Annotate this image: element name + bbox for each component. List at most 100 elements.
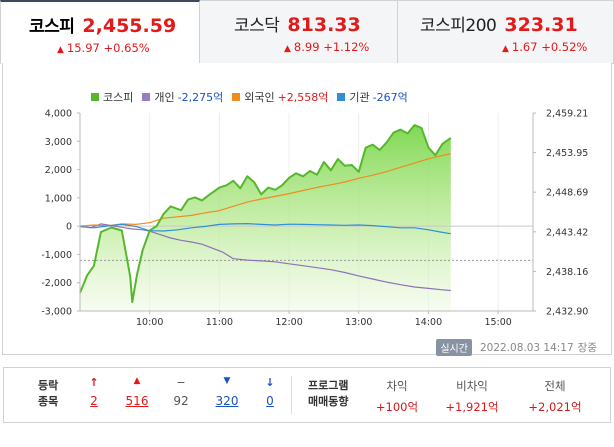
left-tick-label: 4,000 [45,109,72,120]
program-non-arbitrage-head: 비차익 [456,379,488,393]
program-label-line2: 매매동향 [308,395,349,408]
left-tick-label: -2,000 [41,278,72,289]
tab-kospi200-change-pct: +0.52% [541,40,588,54]
breadth-rise-count[interactable]: 516 [125,394,149,408]
realtime-button[interactable]: 실시간 [436,339,472,356]
right-tick-label: 2,453.95 [546,148,588,159]
chart-status: 실시간 2022.08.03 14:17 장중 [436,339,597,356]
institution-line [79,223,451,235]
tab-kospi200-change-amount: 1.67 [511,40,538,54]
chart-legend: 코스피 개인 -2,275억 외국인 +2,558억 기관 -267억 [91,89,417,105]
x-tick-label: 13:00 [345,317,372,328]
tab-kospi-name: 코스피 [29,17,75,37]
legend-institution[interactable]: 기관 -267억 [337,89,408,105]
tab-kosdaq-change-pct: +1.12% [323,40,370,54]
left-tick-label: 1,000 [45,193,72,204]
breadth-flat-count[interactable]: 92 [173,394,189,408]
legend-foreign[interactable]: 외국인 +2,558억 [232,89,328,105]
tab-kospi-change-pct: +0.65% [103,41,150,55]
right-tick-label: 2,443.42 [546,227,588,238]
legend-kospi[interactable]: 코스피 [91,89,133,105]
left-tick-label: 2,000 [45,165,72,176]
program-total: 전체 +2,021억 [516,378,594,415]
program-non-arbitrage: 비차익 +1,921억 [436,378,508,415]
flat-icon: − [176,376,186,389]
legend-institution-swatch [337,93,346,101]
tab-kospi[interactable]: 코스피 2,455.59 ▲ 15.97 +0.65% [0,0,200,64]
foreign-line [79,153,451,227]
kospi-line [79,124,452,303]
breadth-label: 등락 종목 [38,378,58,410]
legend-kospi-name: 코스피 [103,91,134,104]
right-tick-label: 2,448.69 [546,188,588,199]
program-label: 프로그램 매매동향 [308,378,348,410]
tab-kospi200[interactable]: 코스피200 323.31 ▲ 1.67 +0.52% [398,0,614,64]
x-tick-label: 11:00 [206,317,233,328]
market-stats-panel: 등락 종목 ↑ 2 ▲ 516 − 92 ▼ 320 ↓ 0 프로그램 매매동향… [3,367,611,423]
program-arbitrage-value: +100억 [375,400,419,414]
legend-individual-swatch [142,93,151,101]
left-tick-label: 0 [66,222,72,233]
intraday-chart-panel: 코스피 개인 -2,275억 외국인 +2,558억 기관 -267억 4,00… [2,63,612,356]
chart-datetime: 2022.08.03 14:17 [479,341,574,354]
x-tick-label: 14:00 [415,317,442,328]
tab-kosdaq-change: ▲ 8.99 +1.12% [234,40,397,54]
individual-line [79,223,451,292]
right-tick-label: 2,459.21 [546,109,588,120]
tab-kospi200-change: ▲ 1.67 +0.52% [420,40,613,54]
breadth-rise: ▲ 516 [122,376,152,408]
right-tick-label: 2,432.90 [546,307,588,318]
breadth-label-line1: 등락 [38,379,59,392]
program-total-head: 전체 [544,379,566,393]
legend-foreign-value: +2,558억 [277,91,329,104]
tab-kosdaq-value: 813.33 [287,14,361,36]
legend-foreign-swatch [232,93,241,101]
breadth-upper-limit: ↑ 2 [84,376,104,408]
program-arbitrage-head: 차익 [386,379,408,393]
up-triangle-icon: ▲ [57,45,64,55]
program-arbitrage: 차익 +100억 [370,378,424,415]
legend-individual-name: 개인 [154,91,175,104]
tab-kospi200-name: 코스피200 [420,16,497,36]
fall-icon: ▼ [223,376,231,386]
right-tick-label: 2,438.16 [546,267,588,278]
program-non-arbitrage-value: +1,921억 [445,400,499,414]
tab-kosdaq[interactable]: 코스닥 813.33 ▲ 8.99 +1.12% [200,0,398,64]
legend-institution-value: -267억 [372,91,408,104]
legend-institution-name: 기관 [349,91,370,104]
upper-limit-icon: ↑ [89,376,99,389]
x-tick-label: 10:00 [136,317,163,328]
program-label-line1: 프로그램 [308,379,349,392]
lower-limit-icon: ↓ [265,376,275,389]
legend-individual[interactable]: 개인 -2,275억 [142,89,223,105]
breadth-fall: ▼ 320 [212,376,242,408]
breadth-lower-limit: ↓ 0 [260,376,280,408]
tab-kospi200-value: 323.31 [504,14,578,36]
market-state: 장중 [577,342,597,354]
x-tick-label: 15:00 [484,317,511,328]
line-chart: 4,000 3,000 2,000 1,000 0 -1,000 -2,000 -3,000 2… [41,109,588,329]
legend-kospi-swatch [91,93,99,101]
stats-divider [291,376,292,414]
tab-kosdaq-change-amount: 8.99 [293,40,320,54]
legend-individual-value: -2,275억 [177,91,224,104]
index-tabs: 코스피 2,455.59 ▲ 15.97 +0.65% 코스닥 813.33 ▲ 8… [0,0,614,64]
left-tick-label: -3,000 [41,307,72,318]
up-triangle-icon: ▲ [502,44,509,54]
left-tick-label: 3,000 [45,137,72,148]
breadth-upper-limit-count[interactable]: 2 [90,394,98,408]
x-tick-label: 12:00 [275,317,302,328]
left-tick-label: -1,000 [41,250,72,261]
breadth-lower-limit-count[interactable]: 0 [266,394,274,408]
rise-icon: ▲ [133,376,141,386]
breadth-flat: − 92 [168,376,194,408]
up-triangle-icon: ▲ [284,44,291,54]
tab-kospi-change: ▲ 15.97 +0.65% [29,41,199,55]
tab-kosdaq-name: 코스닥 [234,16,280,36]
legend-foreign-name: 외국인 [244,91,275,104]
tab-kospi-change-amount: 15.97 [66,41,100,55]
program-total-value: +2,021억 [528,400,582,414]
tab-kospi-value: 2,455.59 [82,15,177,37]
breadth-fall-count[interactable]: 320 [215,394,239,408]
breadth-label-line2: 종목 [38,395,59,408]
